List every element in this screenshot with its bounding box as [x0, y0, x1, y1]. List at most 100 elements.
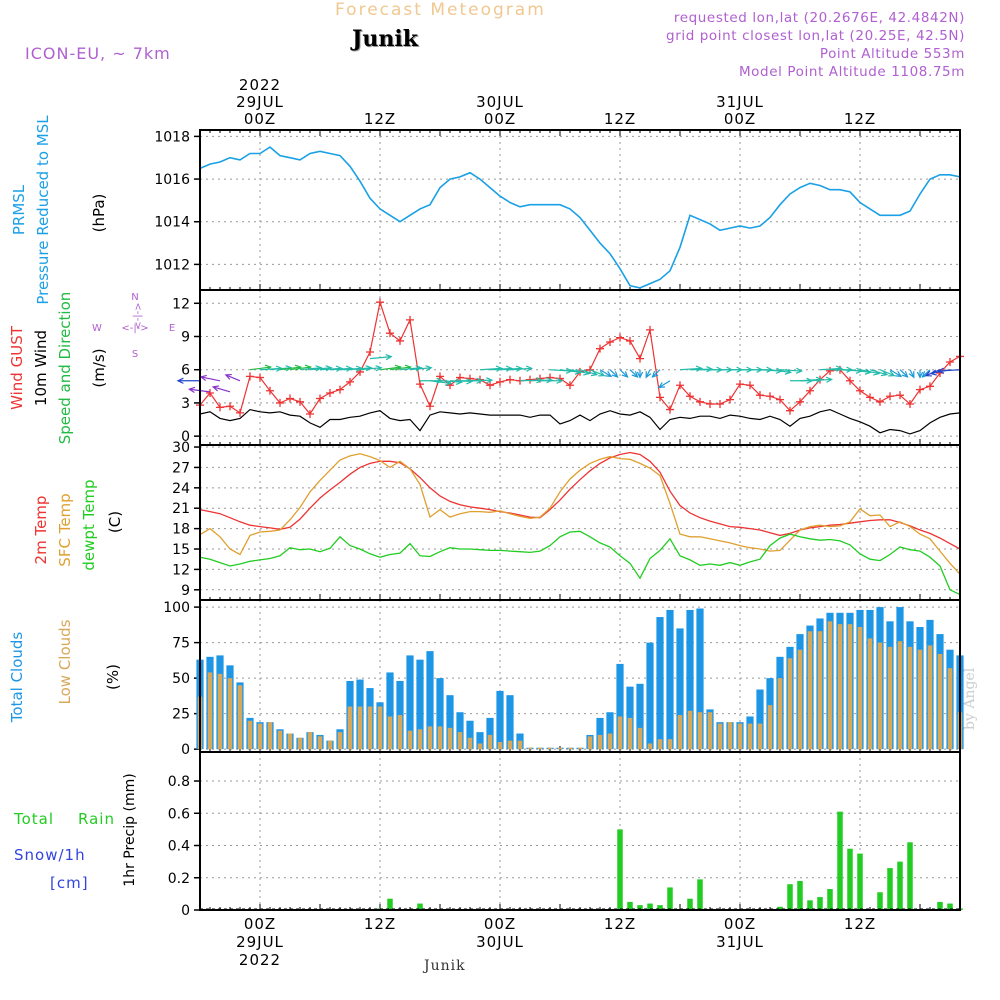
wind-arrowhead — [888, 370, 896, 377]
rain-bar — [827, 889, 833, 910]
precip-ytick-label: 0.2 — [168, 871, 190, 887]
wind-arrowhead — [187, 386, 196, 393]
low-cloud-bar — [287, 733, 293, 750]
low-cloud-bar — [827, 621, 833, 750]
low-cloud-bar — [387, 716, 393, 750]
top-time-label: 12Z — [364, 110, 396, 128]
gust-point — [846, 376, 854, 385]
low-cloud-bar — [607, 733, 613, 750]
total-cloud-bar — [656, 617, 664, 750]
wind-ytick-label: 12 — [172, 296, 190, 312]
total-cloud-bar — [486, 717, 494, 750]
wind-arrowhead — [611, 371, 619, 378]
gust-line — [199, 299, 961, 416]
low-cloud-bar — [237, 685, 243, 750]
wind-arrowhead — [924, 370, 932, 377]
total-cloud-bar — [456, 712, 464, 750]
wind-arrow — [329, 367, 352, 371]
compass-arrows-vertical-upper: <-|-> — [132, 302, 143, 329]
gust-point — [746, 381, 754, 390]
wind-ytick-label: 3 — [181, 396, 190, 412]
total-cloud-bar — [476, 732, 484, 750]
gust-point — [436, 372, 444, 381]
wind-arrowhead — [706, 366, 714, 373]
top-time-label: 12Z — [604, 110, 636, 128]
wind-arrow — [899, 369, 908, 378]
total-cloud-bar — [436, 678, 444, 750]
low-cloud-bar — [927, 645, 933, 750]
gust-point — [246, 372, 254, 381]
gust-point — [396, 336, 404, 345]
low-cloud-bar — [457, 732, 463, 750]
bottom-time-label: 00Z — [724, 915, 756, 933]
gust-point — [686, 392, 694, 401]
low-cloud-bar — [407, 730, 413, 750]
wind-arrow — [599, 369, 612, 377]
temperature-frame — [199, 444, 961, 601]
low-cloud-bar — [857, 626, 863, 750]
wind10m-label: 10m Wind — [32, 330, 50, 406]
low-cloud-bar — [527, 747, 533, 750]
wind-arrowhead — [621, 371, 629, 378]
compass-west: W — [92, 323, 102, 334]
wind-arrow — [889, 369, 902, 377]
wind-arrow — [629, 369, 638, 378]
gust-point — [376, 298, 384, 307]
wind-arrow — [399, 367, 422, 371]
rain-bar — [797, 880, 803, 910]
wind-arrow — [579, 369, 598, 376]
low-clouds-label: Low Clouds — [56, 619, 74, 704]
rain-bar — [847, 848, 853, 910]
pressure-unit-label: (hPa) — [90, 194, 108, 233]
rain-label: Rain — [78, 810, 115, 828]
wind-arrowhead — [795, 367, 804, 374]
location-name: Junik — [352, 26, 418, 52]
rain-bar — [657, 905, 663, 910]
temperature-ytick-label: 27 — [172, 460, 190, 476]
low-cloud-bar — [557, 747, 563, 750]
low-cloud-bar — [937, 653, 943, 750]
low-cloud-bar — [267, 722, 273, 750]
wind-arrow — [569, 369, 590, 375]
low-cloud-bar — [247, 720, 253, 750]
pressure-desc-label: Pressure Reduced to MSL — [34, 115, 52, 305]
total-cloud-bar — [756, 689, 764, 750]
gust-point — [496, 377, 504, 386]
wind-arrow — [938, 369, 961, 372]
gust-point — [856, 386, 864, 395]
gust-point — [236, 408, 244, 417]
gust-point — [646, 325, 654, 334]
wind-arrowhead — [515, 365, 524, 372]
gust-point — [306, 410, 314, 418]
low-cloud-bar — [777, 678, 783, 750]
wind-arrowhead — [385, 353, 393, 361]
wind-arrowhead — [936, 367, 945, 374]
gust-point — [896, 391, 904, 400]
gust-point — [706, 400, 714, 409]
gust-point — [226, 402, 234, 411]
low-cloud-bar — [707, 712, 713, 750]
pressure-ytick-label: 1012 — [154, 257, 190, 273]
wind-arrow — [499, 367, 522, 371]
low-cloud-bar — [437, 726, 443, 750]
precip-ytick-label: 0.8 — [168, 774, 190, 790]
point-altitude: Point Altitude 553m — [819, 46, 965, 62]
top-time-label: 30JUL — [476, 93, 524, 111]
low-cloud-bar — [537, 747, 543, 750]
top-time-label: 31JUL — [716, 93, 764, 111]
gust-point — [386, 329, 394, 338]
wind-arrowhead — [835, 365, 844, 372]
gust-point — [366, 348, 374, 356]
wind-arrowhead — [631, 371, 639, 378]
rain-bar — [837, 811, 843, 910]
low-cloud-bar — [897, 641, 903, 750]
pressure-ytick-label: 1018 — [154, 129, 190, 145]
wind-arrowhead — [894, 371, 903, 378]
gust-point — [256, 373, 264, 382]
clouds-ytick-label: 75 — [172, 636, 190, 652]
low-cloud-bar — [227, 678, 233, 750]
precip-frame — [199, 751, 961, 911]
gust-point — [326, 388, 334, 397]
wind-arrowhead — [365, 365, 373, 372]
wind-arrow — [489, 367, 512, 371]
